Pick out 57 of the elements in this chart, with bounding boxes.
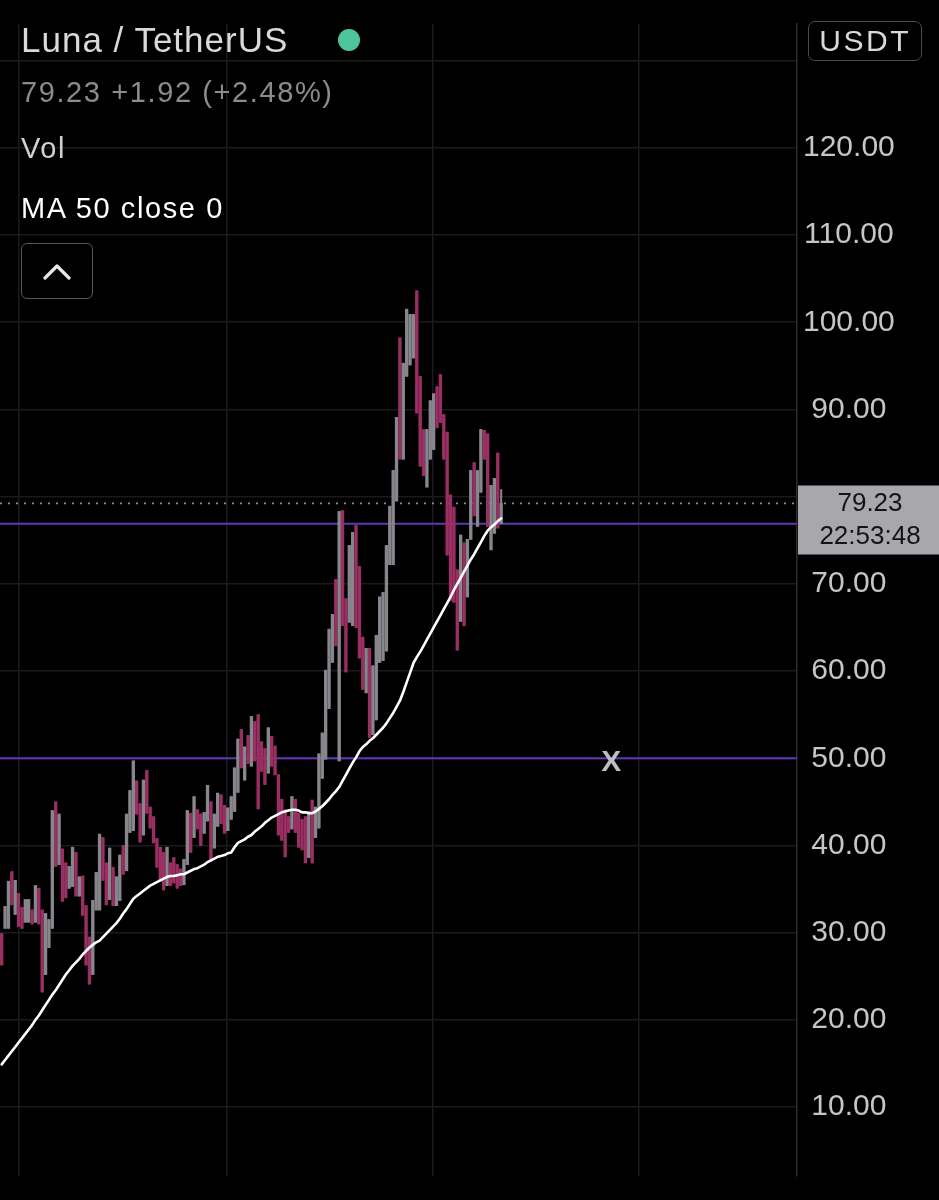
y-tick-label: 60.00 [811,652,887,686]
candlestick [199,813,203,846]
candlestick [334,579,338,647]
candlestick [303,816,308,864]
y-tick-label: 70.00 [811,565,887,599]
y-tick-label: 50.00 [811,739,887,773]
candlestick [13,880,17,915]
candlestick [97,833,102,911]
annotation: Vol [21,131,67,166]
candlestick [249,716,254,767]
candlestick [108,847,112,900]
y-axis-title: USDT [808,21,922,61]
candlestick [364,648,368,694]
candlestick [54,801,58,867]
y-tick-label: 10.00 [811,1088,887,1122]
candlestick [472,462,476,517]
candlestick [16,893,21,927]
candlestick [23,899,27,923]
candlestick [256,714,260,810]
candlestick [0,933,4,966]
candlestick [496,452,500,529]
candlestick [6,880,11,929]
candlestick [307,811,311,859]
candlestick [209,801,213,862]
y-tick-label: 90.00 [811,390,887,424]
candlestick [10,871,14,906]
text: 79.23 22:53:48 [819,486,921,550]
y-tick-label: 20.00 [811,1001,887,1035]
y-tick-label: 30.00 [811,913,887,947]
candlestick [239,729,243,769]
candlestick [310,799,314,864]
candlestick [485,433,490,527]
candlestick [33,885,38,923]
candlestick [77,876,81,897]
candlestick [188,812,193,853]
y-tick-label: 120.00 [803,129,895,163]
candlestick [337,511,341,762]
candlestick [27,899,31,923]
candlestick [131,760,135,831]
candlestick [60,848,65,902]
candlestick [367,648,372,738]
candlestick [242,746,247,781]
candlestick [70,846,75,887]
chart-title: Luna / TetherUS [21,20,289,60]
candlestick [458,534,463,622]
candlestick [74,852,78,897]
candlestick [398,337,402,460]
candlestick [121,845,125,875]
y-tick-label: 110.00 [804,216,894,250]
candlestick [141,779,146,836]
text: 79.23 +1.92 (+2.48%) [21,75,334,110]
text: MA 50 close 0 [21,191,224,226]
y-tick-label: 100.00 [803,303,895,337]
candlestick [350,532,355,627]
candlestick [266,727,270,774]
y-tick-label: 40.00 [811,826,887,860]
candlestick [43,913,48,975]
